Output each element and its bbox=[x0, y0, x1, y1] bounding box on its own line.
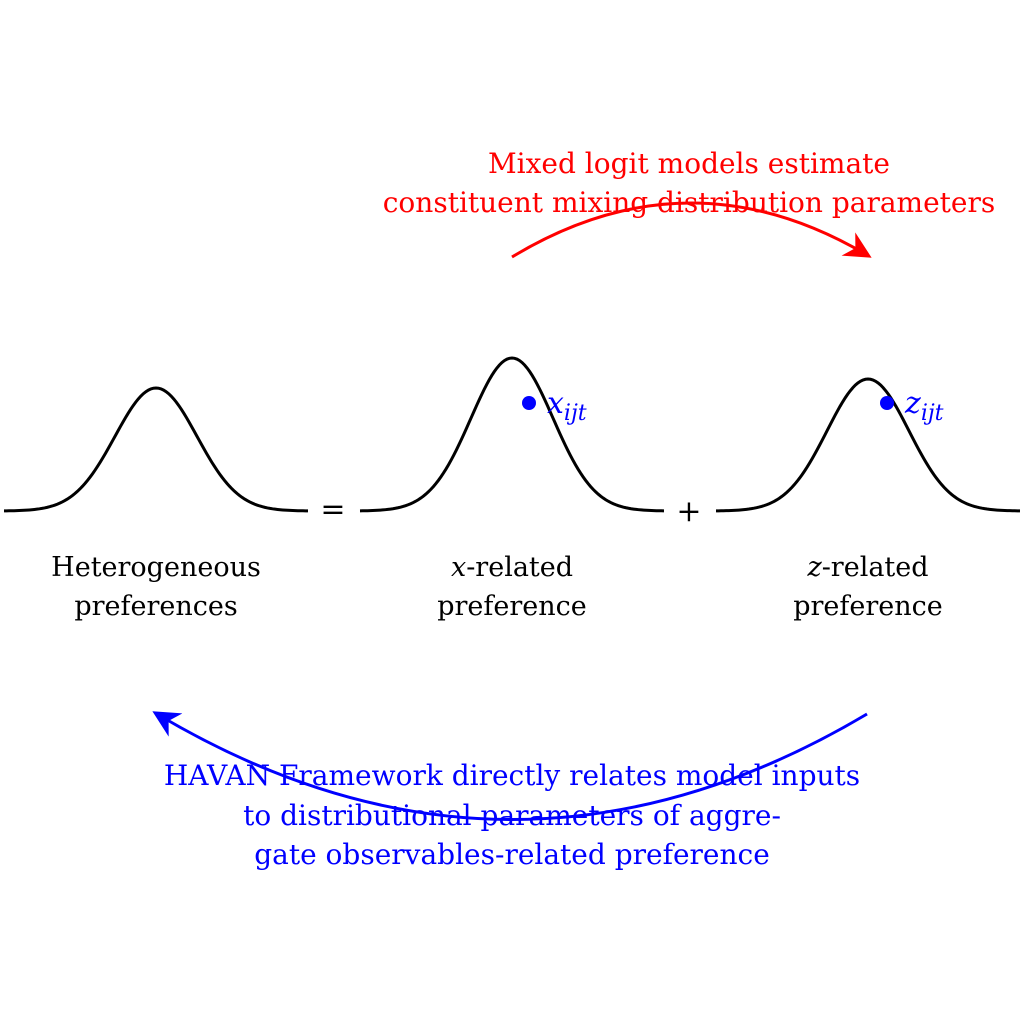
heterogeneous-distribution-curve bbox=[3, 386, 309, 513]
top-note-line2: constituent mixing distribution paramete… bbox=[383, 186, 996, 219]
z-related-distribution-curve bbox=[715, 377, 1021, 513]
x-related-distribution-curve bbox=[359, 356, 665, 513]
x-related-label-line1: x-related bbox=[451, 552, 573, 583]
x-related-label-line2: preference bbox=[437, 591, 587, 622]
z-marker-label: zijt bbox=[904, 386, 944, 426]
z-related-label-line1: z-related bbox=[806, 552, 928, 583]
x-marker-dot bbox=[522, 396, 536, 410]
bottom-arrow bbox=[152, 711, 868, 821]
x-marker-label: xijt bbox=[547, 386, 587, 426]
z-marker-dot bbox=[880, 396, 894, 410]
bottom-note-line1: HAVAN Framework directly relates model i… bbox=[164, 759, 860, 792]
top-arrow bbox=[511, 201, 872, 259]
z-related-label-line2: preference bbox=[793, 591, 943, 622]
plus-sign: + bbox=[676, 494, 701, 529]
bottom-note-line2: to distributional parameters of aggre- bbox=[243, 799, 781, 832]
equals-sign: = bbox=[320, 492, 345, 527]
heterogeneous-label-line2: preferences bbox=[74, 591, 237, 622]
bottom-note-line3: gate observables-related preference bbox=[254, 838, 770, 871]
top-note-line1: Mixed logit models estimate bbox=[488, 147, 890, 180]
heterogeneous-label-line1: Heterogeneous bbox=[51, 552, 261, 583]
